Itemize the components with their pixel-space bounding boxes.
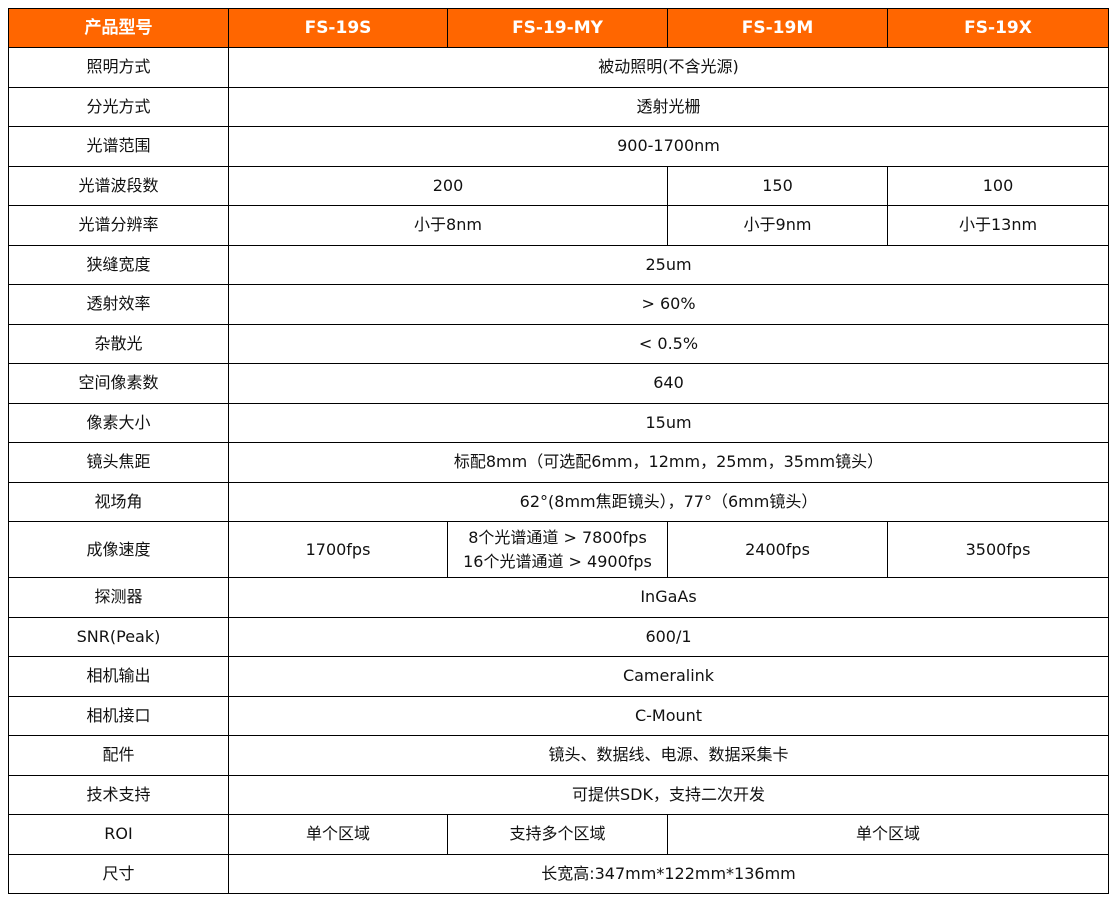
row-value: 900-1700nm [228, 126, 1109, 167]
row-value: 200 [228, 165, 668, 206]
row-value: 1700fps [228, 521, 448, 578]
row-value: 62°(8mm焦距镜头），77°（6mm镜头） [228, 481, 1109, 522]
table-row: 照明方式 被动照明(不含光源) [8, 47, 1109, 88]
row-value: 镜头、数据线、电源、数据采集卡 [228, 735, 1109, 776]
row-value: 单个区域 [667, 814, 1109, 855]
row-value: Cameralink [228, 656, 1109, 697]
row-value: 长宽高:347mm*122mm*136mm [228, 853, 1109, 894]
table-row: 成像速度 1700fps 8个光谱通道 > 7800fps 16个光谱通道 > 490… [8, 521, 1109, 578]
row-label: SNR(Peak) [8, 616, 229, 657]
row-value: InGaAs [228, 577, 1109, 618]
header-label: 产品型号 [8, 8, 229, 48]
row-value: 透射光栅 [228, 86, 1109, 127]
row-label: 照明方式 [8, 47, 229, 88]
table-row: 像素大小 15um [8, 402, 1109, 443]
row-value: 小于13nm [887, 205, 1109, 246]
header-row: 产品型号 FS-19S FS-19-MY FS-19M FS-19X [8, 8, 1109, 48]
row-label: 空间像素数 [8, 363, 229, 404]
row-label: 光谱范围 [8, 126, 229, 167]
row-label: 视场角 [8, 481, 229, 522]
table-row: 视场角 62°(8mm焦距镜头），77°（6mm镜头） [8, 481, 1109, 522]
row-value: 15um [228, 402, 1109, 443]
row-label: 狭缝宽度 [8, 244, 229, 285]
header-model: FS-19-MY [447, 8, 668, 48]
row-value: 单个区域 [228, 814, 448, 855]
row-value: 640 [228, 363, 1109, 404]
row-label: 相机接口 [8, 695, 229, 736]
row-label: 光谱波段数 [8, 165, 229, 206]
row-value: 3500fps [887, 521, 1109, 578]
spec-table: 产品型号 FS-19S FS-19-MY FS-19M FS-19X 照明方式 被动照明(… [8, 8, 1109, 894]
table-row: 杂散光 < 0.5% [8, 323, 1109, 364]
table-row: 镜头焦距 标配8mm（可选配6mm，12mm，25mm，35mm镜头） [8, 442, 1109, 483]
row-value: 可提供SDK，支持二次开发 [228, 774, 1109, 815]
row-value: 8个光谱通道 > 7800fps 16个光谱通道 > 4900fps [447, 521, 668, 578]
row-value: > 60% [228, 284, 1109, 325]
row-label: 透射效率 [8, 284, 229, 325]
row-value: 小于9nm [667, 205, 888, 246]
table-row: 狭缝宽度 25um [8, 244, 1109, 285]
row-label: 相机输出 [8, 656, 229, 697]
table-row: 透射效率 > 60% [8, 284, 1109, 325]
header-model: FS-19M [667, 8, 888, 48]
table-row: ROI 单个区域 支持多个区域 单个区域 [8, 814, 1109, 855]
table-row: 分光方式 透射光栅 [8, 86, 1109, 127]
table-row: 光谱波段数 200 150 100 [8, 165, 1109, 206]
row-label: 配件 [8, 735, 229, 776]
row-label: 分光方式 [8, 86, 229, 127]
row-value: 600/1 [228, 616, 1109, 657]
table-row: 技术支持 可提供SDK，支持二次开发 [8, 774, 1109, 815]
table-row: 探测器 InGaAs [8, 577, 1109, 618]
row-value: 25um [228, 244, 1109, 285]
header-model: FS-19X [887, 8, 1109, 48]
value-line: 16个光谱通道 > 4900fps [463, 551, 652, 571]
row-value: < 0.5% [228, 323, 1109, 364]
row-label: 尺寸 [8, 853, 229, 894]
row-value: 被动照明(不含光源) [228, 47, 1109, 88]
row-label: 光谱分辨率 [8, 205, 229, 246]
table-row: 配件 镜头、数据线、电源、数据采集卡 [8, 735, 1109, 776]
row-value: 标配8mm（可选配6mm，12mm，25mm，35mm镜头） [228, 442, 1109, 483]
table-row: 相机接口 C-Mount [8, 695, 1109, 736]
row-label: 像素大小 [8, 402, 229, 443]
row-value: 2400fps [667, 521, 888, 578]
row-value: C-Mount [228, 695, 1109, 736]
row-label: 探测器 [8, 577, 229, 618]
row-value: 150 [667, 165, 888, 206]
header-model: FS-19S [228, 8, 448, 48]
row-value: 支持多个区域 [447, 814, 668, 855]
row-value: 100 [887, 165, 1109, 206]
row-label: 技术支持 [8, 774, 229, 815]
row-label: 成像速度 [8, 521, 229, 578]
table-row: 尺寸 长宽高:347mm*122mm*136mm [8, 853, 1109, 894]
table-row: 相机输出 Cameralink [8, 656, 1109, 697]
row-value: 小于8nm [228, 205, 668, 246]
row-label: 杂散光 [8, 323, 229, 364]
table-row: 光谱范围 900-1700nm [8, 126, 1109, 167]
row-label: ROI [8, 814, 229, 855]
row-label: 镜头焦距 [8, 442, 229, 483]
value-line: 8个光谱通道 > 7800fps [468, 527, 647, 547]
table-row: 光谱分辨率 小于8nm 小于9nm 小于13nm [8, 205, 1109, 246]
table-row: 空间像素数 640 [8, 363, 1109, 404]
table-row: SNR(Peak) 600/1 [8, 616, 1109, 657]
